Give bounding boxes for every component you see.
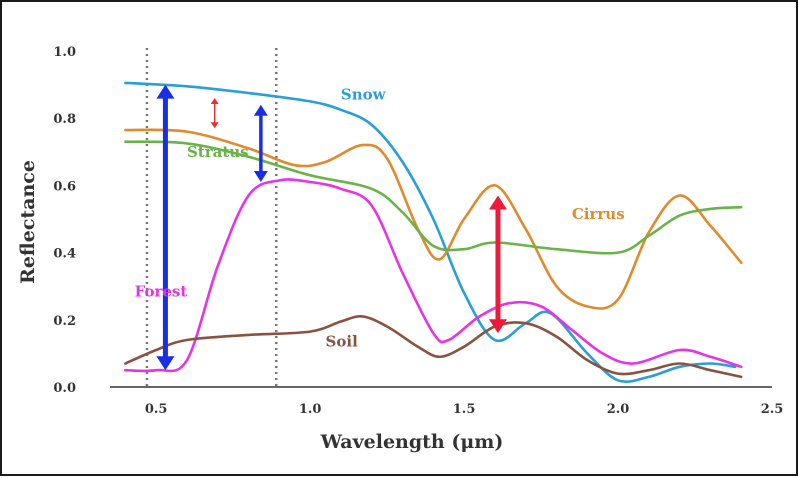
y-axis-label: Reflectance (17, 160, 39, 284)
x-tick-label: 1.5 (453, 402, 476, 417)
arrow-annotation-3 (253, 104, 268, 183)
series-label-forest: Forest (135, 282, 188, 300)
x-tick-label: 0.5 (145, 402, 168, 417)
x-tick-label: 1.0 (299, 402, 322, 417)
series-lines (124, 81, 743, 384)
series-label-soil: Soil (326, 333, 359, 351)
y-tick-label: 0.6 (53, 179, 76, 194)
series-label-snow: Snow (341, 86, 387, 104)
series-line-stratus (124, 140, 743, 255)
y-tick-label: 0.4 (53, 247, 76, 262)
series-labels: Snow Cirrus Stratus Forest Soil (135, 86, 625, 351)
series-label-stratus: Stratus (187, 143, 249, 161)
series-line-forest (124, 178, 743, 373)
series-label-cirrus: Cirrus (572, 205, 625, 223)
tick-labels: 0.5 1.0 1.5 2.0 2.5 0.0 0.2 0.4 0.6 0.8 1.0 (53, 45, 783, 417)
series-line-cirrus (124, 128, 743, 310)
y-tick-label: 0.2 (53, 314, 76, 329)
y-tick-label: 0.8 (53, 112, 76, 127)
x-axis-label: Wavelength (μm) (320, 431, 504, 453)
x-tick-label: 2.0 (607, 402, 630, 417)
reference-lines (145, 48, 278, 387)
arrow-annotation-1 (156, 84, 175, 371)
y-tick-label: 1.0 (53, 45, 76, 60)
annotation-arrows (156, 84, 507, 371)
arrow-annotation-2 (210, 98, 219, 129)
series-line-snow (124, 81, 737, 384)
x-tick-label: 2.5 (761, 402, 784, 417)
arrow-annotation-4 (488, 195, 507, 334)
axes (110, 386, 772, 388)
y-tick-label: 0.0 (53, 381, 76, 396)
series-line-soil (124, 314, 743, 379)
